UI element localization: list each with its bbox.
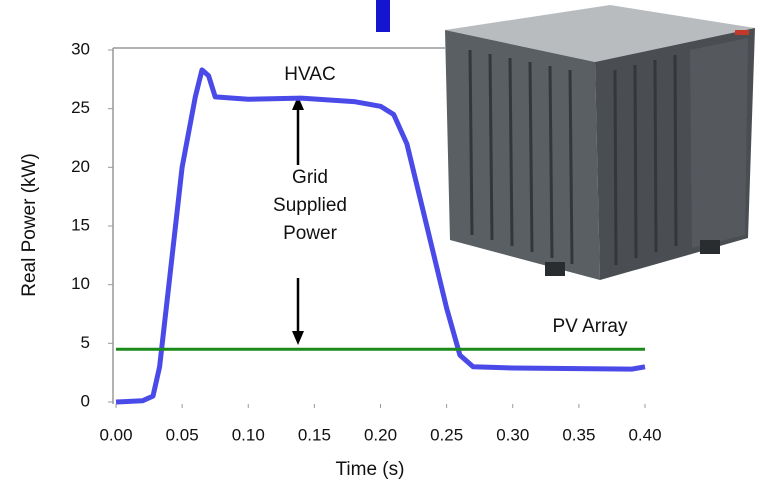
y-tick-label: 5 [81,333,90,352]
x-tick-label: 0.40 [628,425,661,444]
x-tick-label: 0.20 [364,425,397,444]
x-tick-label: 0.25 [430,425,463,444]
y-tick-label: 0 [81,391,90,410]
x-tick-label: 0.00 [99,425,132,444]
arrow-head [292,331,304,345]
series-label: HVAC [284,64,335,85]
y-tick-label: 30 [71,39,90,58]
x-tick-label: 0.35 [562,425,595,444]
x-tick-label: 0.10 [232,425,265,444]
y-tick-label: 10 [71,274,90,293]
x-tick-label: 0.30 [496,425,529,444]
y-tick-label: 15 [71,215,90,234]
x-tick-label: 0.15 [298,425,331,444]
y-tick-label: 25 [71,98,90,117]
arrow-head [292,96,304,110]
x-tick-label: 0.05 [166,425,199,444]
series-label: PV Array [553,316,628,337]
decor-shape [376,0,390,32]
y-axis-title: Real Power (kW) [19,153,40,297]
x-axis-title: Time (s) [336,459,405,480]
annotation: Grid Supplied Power [273,167,347,244]
hvac-unit-image [445,5,755,280]
y-tick-label: 20 [71,157,90,176]
series-line [115,67,646,405]
